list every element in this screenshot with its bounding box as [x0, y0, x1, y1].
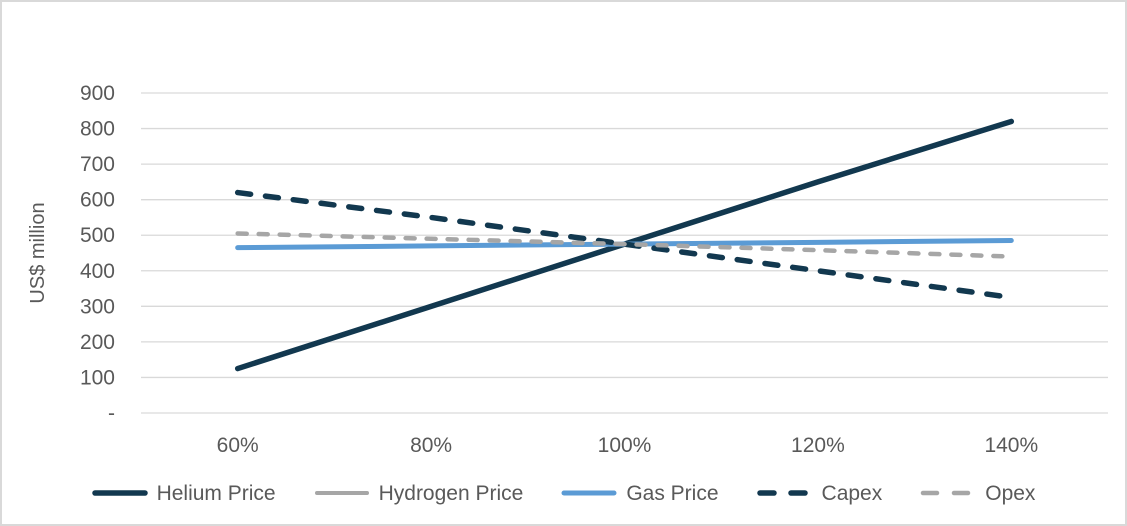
- chart-legend: Helium Price Hydrogen Price Gas Price Capex…: [2, 476, 1125, 510]
- x-tick-label: 120%: [791, 434, 845, 457]
- legend-swatch-opex: [920, 490, 976, 496]
- y-tick-label: 800: [80, 118, 115, 141]
- legend-label-hydrogen-price: Hydrogen Price: [378, 481, 524, 505]
- legend-item-helium-price: Helium Price: [91, 481, 276, 505]
- legend-label-helium-price: Helium Price: [156, 481, 276, 505]
- y-tick-label: 700: [80, 153, 115, 176]
- legend-swatch-gas-price: [561, 490, 617, 496]
- series-line-opex: [235, 231, 1014, 259]
- legend-label-gas-price: Gas Price: [626, 481, 719, 505]
- y-tick-label: -: [108, 402, 115, 425]
- y-tick-label: 500: [80, 224, 115, 247]
- y-tick-label: 200: [80, 331, 115, 354]
- legend-label-opex: Opex: [985, 481, 1036, 505]
- y-axis-title: US$ million: [27, 202, 49, 303]
- y-tick-label: 900: [80, 82, 115, 105]
- x-tick-label: 100%: [598, 434, 652, 457]
- legend-label-capex: Capex: [821, 481, 883, 505]
- x-tick-label: 140%: [984, 434, 1038, 457]
- y-tick-label: 300: [80, 295, 115, 318]
- y-tick-label: 400: [80, 260, 115, 283]
- legend-item-capex: Capex: [756, 481, 883, 505]
- y-tick-label: 100: [80, 366, 115, 389]
- x-tick-label: 80%: [410, 434, 452, 457]
- legend-item-gas-price: Gas Price: [561, 481, 719, 505]
- legend-swatch-capex: [756, 490, 813, 496]
- x-tick-label: 60%: [217, 434, 259, 457]
- legend-swatch-helium-price: [91, 490, 148, 496]
- legend-item-opex: Opex: [920, 483, 1035, 504]
- legend-item-hydrogen-price: Hydrogen Price: [314, 481, 524, 505]
- legend-swatch-hydrogen-price: [314, 491, 369, 495]
- y-tick-label: 600: [80, 189, 115, 212]
